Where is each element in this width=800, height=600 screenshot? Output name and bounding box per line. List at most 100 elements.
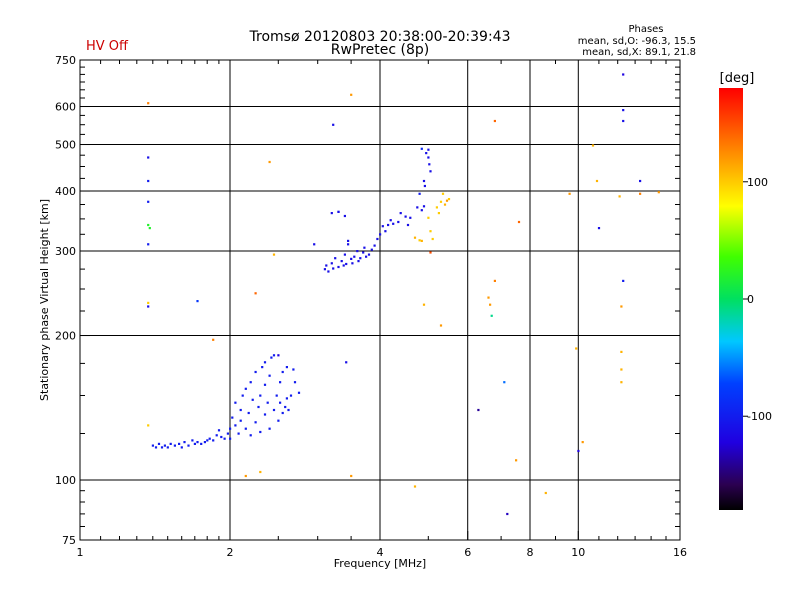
stats-line-o: mean, sd,O: -96.3, 15.5 xyxy=(578,36,696,47)
data-point xyxy=(193,442,196,445)
data-point xyxy=(387,223,390,227)
data-points xyxy=(147,73,660,516)
data-point xyxy=(254,421,257,424)
data-point xyxy=(297,391,301,394)
data-point xyxy=(515,459,518,462)
data-point xyxy=(254,370,257,374)
data-point xyxy=(622,73,625,76)
data-point xyxy=(347,239,350,242)
data-point xyxy=(439,324,443,327)
x-tick-label: 2 xyxy=(227,546,234,559)
colorbar-label: [deg] xyxy=(720,71,755,86)
data-point xyxy=(357,260,360,263)
y-tick-label: 600 xyxy=(55,101,76,114)
data-point xyxy=(285,366,288,369)
data-point xyxy=(292,368,295,371)
data-point xyxy=(406,223,410,227)
data-point xyxy=(244,427,247,430)
data-point xyxy=(445,199,449,202)
data-point xyxy=(231,416,234,419)
data-point xyxy=(257,405,260,409)
data-point xyxy=(279,401,282,404)
data-point xyxy=(147,179,150,183)
data-point xyxy=(639,192,642,195)
stats-line-x: mean, sd,X: 89.1, 21.8 xyxy=(582,47,696,58)
data-point xyxy=(429,251,432,254)
y-tick-label: 300 xyxy=(55,245,76,258)
data-point xyxy=(212,439,215,442)
data-point xyxy=(389,219,392,222)
data-point xyxy=(420,239,423,242)
data-point xyxy=(287,408,290,412)
chart-subtitle: RwPretec (8p) xyxy=(331,42,429,58)
data-point xyxy=(251,398,254,401)
data-point xyxy=(285,397,288,400)
data-point xyxy=(620,350,623,353)
data-point xyxy=(147,102,150,105)
data-point xyxy=(657,191,660,194)
x-tick-label: 16 xyxy=(673,546,687,559)
data-point xyxy=(157,442,161,445)
data-point xyxy=(422,179,426,183)
data-point xyxy=(284,405,287,409)
data-point xyxy=(147,156,150,159)
data-point xyxy=(249,434,252,437)
data-point xyxy=(327,270,330,273)
data-point xyxy=(373,244,376,247)
data-point xyxy=(169,442,172,445)
data-point xyxy=(418,239,421,242)
data-point xyxy=(275,394,278,397)
data-point xyxy=(429,230,432,233)
data-point xyxy=(362,251,365,254)
data-point xyxy=(263,413,267,416)
data-point xyxy=(429,170,432,173)
data-point xyxy=(441,192,445,195)
data-point xyxy=(226,432,229,435)
data-point xyxy=(272,253,276,256)
colorbar xyxy=(719,88,743,510)
data-point xyxy=(420,209,423,212)
data-point xyxy=(183,441,186,444)
y-tick-label: 75 xyxy=(62,534,76,547)
data-point xyxy=(503,381,506,384)
data-point xyxy=(413,485,417,488)
data-point xyxy=(180,446,183,449)
data-point xyxy=(597,227,601,230)
data-point xyxy=(427,148,430,151)
data-point xyxy=(418,192,421,195)
data-point xyxy=(490,314,493,317)
data-point xyxy=(229,437,232,440)
data-point xyxy=(437,212,440,215)
data-point xyxy=(337,265,340,269)
colorbar-tick-label: 0 xyxy=(747,293,754,306)
data-point xyxy=(618,195,621,198)
data-point xyxy=(259,470,262,474)
data-point xyxy=(493,279,496,282)
data-point xyxy=(413,236,417,239)
data-point xyxy=(332,267,335,270)
data-point xyxy=(351,262,354,265)
data-point xyxy=(427,156,430,159)
data-point xyxy=(200,442,203,445)
data-point xyxy=(591,144,595,147)
data-point xyxy=(345,361,348,364)
data-point xyxy=(620,368,623,371)
data-point xyxy=(147,301,150,304)
data-point xyxy=(347,243,350,246)
data-point xyxy=(147,305,150,308)
data-point xyxy=(332,123,335,126)
data-point xyxy=(277,419,280,422)
data-point xyxy=(581,441,584,444)
data-point xyxy=(404,215,407,218)
data-point xyxy=(337,210,340,213)
y-tick-label: 200 xyxy=(55,330,76,343)
x-tick-label: 1 xyxy=(77,546,84,559)
data-point xyxy=(397,220,400,224)
data-point xyxy=(266,401,269,404)
data-point xyxy=(217,429,221,432)
data-point xyxy=(416,206,419,209)
data-point xyxy=(196,300,199,303)
data-point xyxy=(330,262,333,265)
data-point xyxy=(595,179,599,183)
data-point xyxy=(363,246,366,249)
